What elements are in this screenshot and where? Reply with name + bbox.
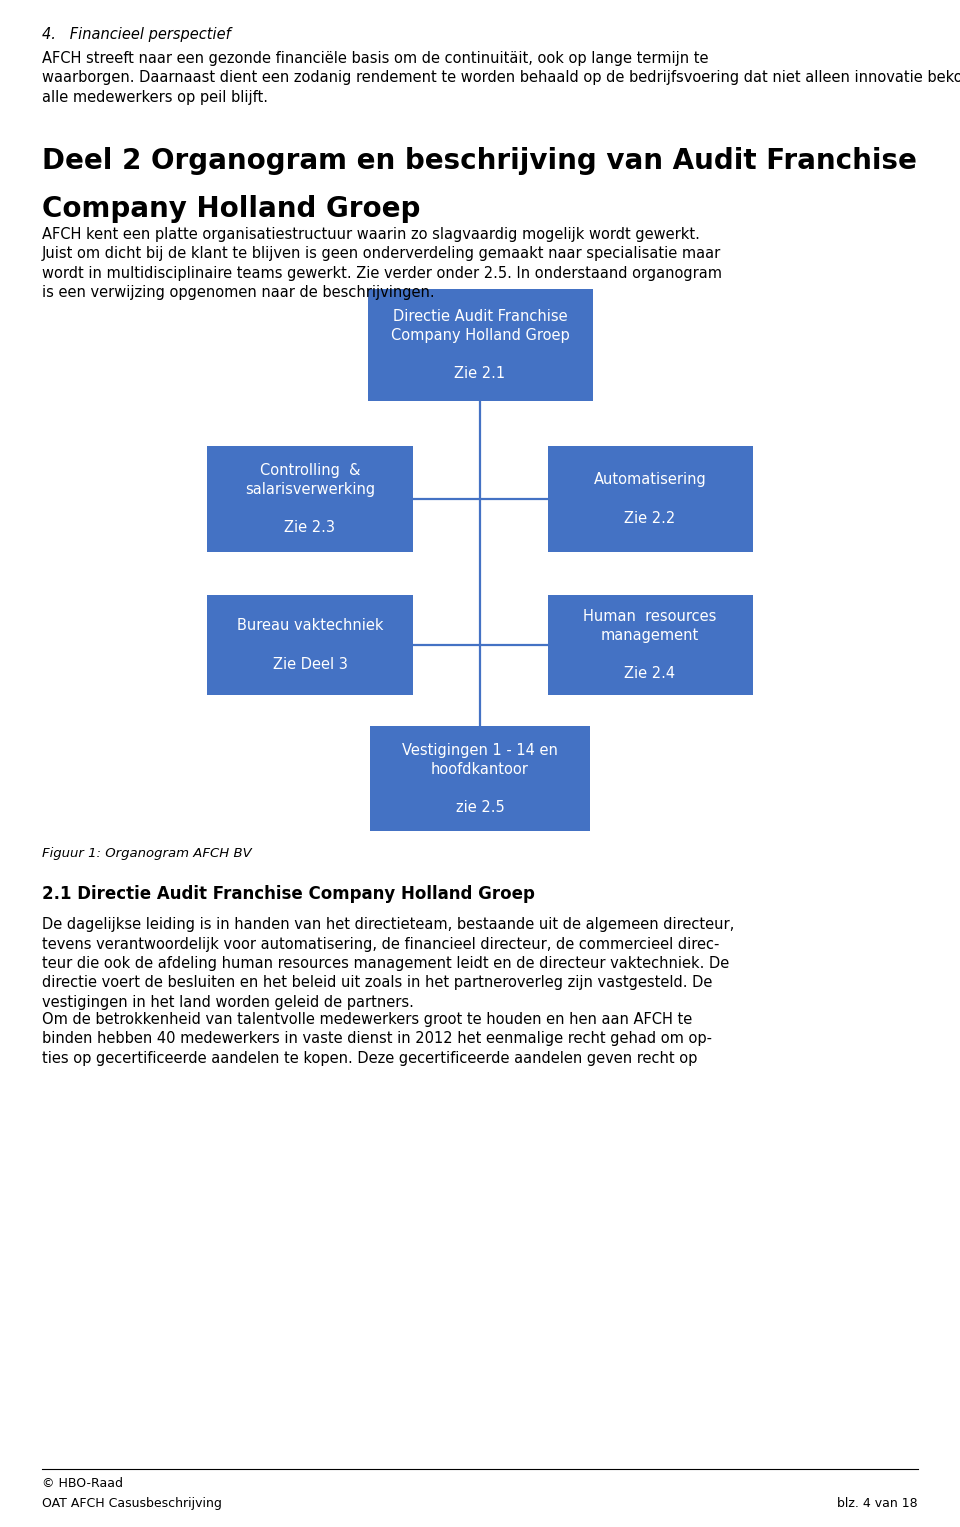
Text: Om de betrokkenheid van talentvolle medewerkers groot te houden en hen aan AFCH : Om de betrokkenheid van talentvolle mede…: [42, 1012, 692, 1028]
Text: Juist om dicht bij de klant te blijven is geen onderverdeling gemaakt naar speci: Juist om dicht bij de klant te blijven i…: [42, 246, 721, 261]
Text: wordt in multidisciplinaire teams gewerkt. Zie verder onder 2.5. In onderstaand : wordt in multidisciplinaire teams gewerk…: [42, 266, 722, 281]
Text: vestigingen in het land worden geleid de partners.: vestigingen in het land worden geleid de…: [42, 996, 414, 1009]
Text: AFCH streeft naar een gezonde financiële basis om de continuitäit, ook op lange : AFCH streeft naar een gezonde financiële…: [42, 50, 708, 66]
FancyBboxPatch shape: [370, 727, 590, 832]
Text: directie voert de besluiten en het beleid uit zoals in het partneroverleg zijn v: directie voert de besluiten en het belei…: [42, 976, 712, 991]
Text: Automatisering

Zie 2.2: Automatisering Zie 2.2: [593, 472, 707, 525]
Text: Controlling  &
salarisverwerking

Zie 2.3: Controlling & salarisverwerking Zie 2.3: [245, 463, 375, 536]
Text: OAT AFCH Casusbeschrijving: OAT AFCH Casusbeschrijving: [42, 1496, 222, 1510]
Text: Deel 2 Organogram en beschrijving van Audit Franchise: Deel 2 Organogram en beschrijving van Au…: [42, 147, 917, 176]
Text: Human  resources
management

Zie 2.4: Human resources management Zie 2.4: [584, 609, 717, 681]
Text: © HBO-Raad: © HBO-Raad: [42, 1477, 123, 1490]
Text: 2.1 Directie Audit Franchise Company Holland Groep: 2.1 Directie Audit Franchise Company Hol…: [42, 886, 535, 902]
Text: tevens verantwoordelijk voor automatisering, de financieel directeur, de commerc: tevens verantwoordelijk voor automatiser…: [42, 936, 719, 951]
Text: Figuur 1: Organogram AFCH BV: Figuur 1: Organogram AFCH BV: [42, 847, 252, 860]
Text: Company Holland Groep: Company Holland Groep: [42, 195, 420, 223]
Text: is een verwijzing opgenomen naar de beschrijvingen.: is een verwijzing opgenomen naar de besc…: [42, 286, 435, 301]
Text: ties op gecertificeerde aandelen te kopen. Deze gecertificeerde aandelen geven r: ties op gecertificeerde aandelen te kope…: [42, 1051, 697, 1066]
FancyBboxPatch shape: [368, 289, 592, 402]
Text: waarborgen. Daarnaast dient een zodanig rendement te worden behaald op de bedrij: waarborgen. Daarnaast dient een zodanig …: [42, 70, 960, 86]
FancyBboxPatch shape: [547, 446, 753, 551]
FancyBboxPatch shape: [547, 596, 753, 695]
Text: De dagelijkse leiding is in handen van het directieteam, bestaande uit de algeme: De dagelijkse leiding is in handen van h…: [42, 918, 734, 931]
Text: Bureau vaktechniek

Zie Deel 3: Bureau vaktechniek Zie Deel 3: [237, 618, 383, 672]
Text: Vestigingen 1 - 14 en
hoofdkantoor

zie 2.5: Vestigingen 1 - 14 en hoofdkantoor zie 2…: [402, 742, 558, 815]
Text: alle medewerkers op peil blijft.: alle medewerkers op peil blijft.: [42, 90, 268, 105]
Text: blz. 4 van 18: blz. 4 van 18: [837, 1496, 918, 1510]
FancyBboxPatch shape: [207, 446, 413, 551]
Text: binden hebben 40 medewerkers in vaste dienst in 2012 het eenmalige recht gehad o: binden hebben 40 medewerkers in vaste di…: [42, 1032, 712, 1046]
Text: Directie Audit Franchise
Company Holland Groep

Zie 2.1: Directie Audit Franchise Company Holland…: [391, 308, 569, 382]
Text: AFCH kent een platte organisatiestructuur waarin zo slagvaardig mogelijk wordt g: AFCH kent een platte organisatiestructuu…: [42, 228, 700, 241]
Text: teur die ook de afdeling human resources management leidt en de directeur vaktec: teur die ook de afdeling human resources…: [42, 956, 730, 971]
Text: 4.   Financieel perspectief: 4. Financieel perspectief: [42, 27, 230, 43]
FancyBboxPatch shape: [207, 596, 413, 695]
